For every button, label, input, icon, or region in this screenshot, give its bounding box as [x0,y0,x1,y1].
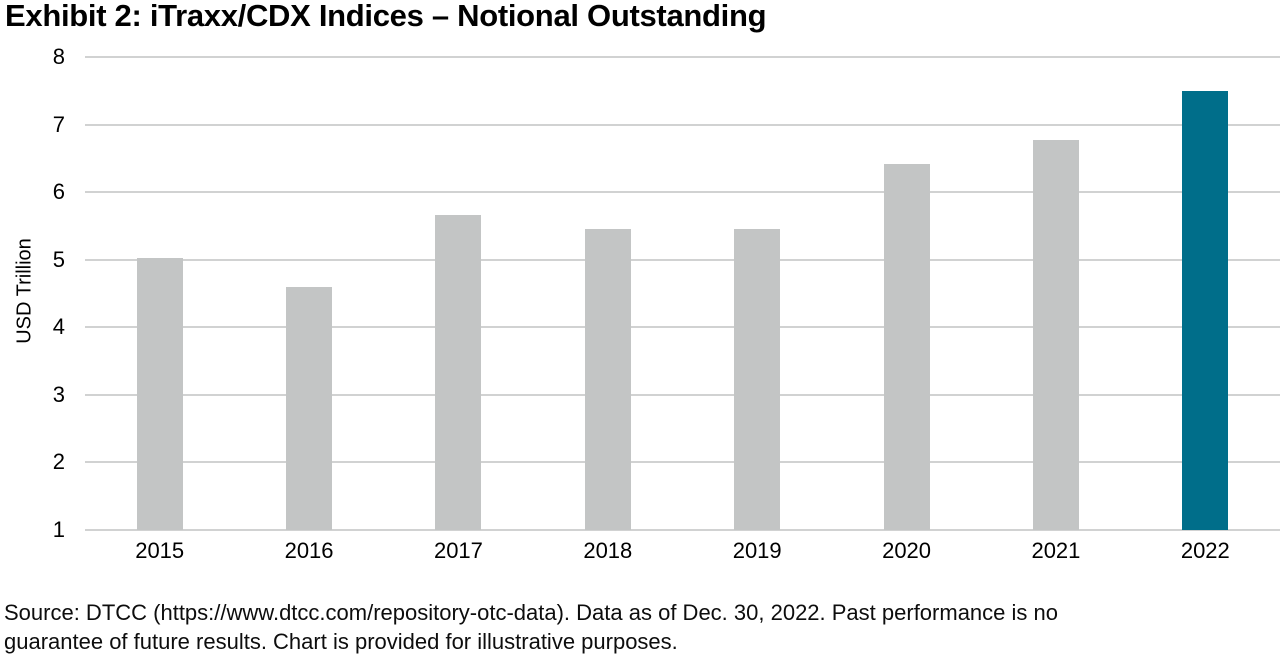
bar-2019 [734,228,781,530]
y-tick-label-4: 4 [52,314,65,340]
bar-2022 [1182,90,1229,530]
plot-area [85,56,1280,531]
chart-title: Exhibit 2: iTraxx/CDX Indices – Notional… [5,0,767,33]
y-tick-label-3: 3 [52,381,65,407]
x-tick-label-2021: 2021 [1031,538,1081,563]
gridline-5 [85,258,1280,261]
y-tick-label-2: 2 [52,449,65,475]
y-tick-label-7: 7 [52,111,65,137]
gridline-8 [85,56,1280,58]
source-note: Source: DTCC (https://www.dtcc.com/repos… [4,598,1274,656]
gridline-3 [85,393,1280,396]
x-tick-label-2017: 2017 [433,538,483,563]
bar-2021 [1032,140,1079,530]
gridline-2 [85,461,1280,464]
x-tick-label-2016: 2016 [284,538,334,563]
bar-2020 [883,164,930,530]
x-tick-label-2022: 2022 [1180,538,1230,563]
x-axis: 2015 2016 2017 2018 2019 2020 2021 2022 [0,537,1288,567]
x-tick-label-2020: 2020 [882,538,932,563]
bar-2018 [584,228,631,530]
y-tick-label-5: 5 [52,246,65,272]
gridline-1 [85,529,1280,531]
source-note-line1: Source: DTCC (https://www.dtcc.com/repos… [4,600,1058,625]
y-tick-label-6: 6 [52,179,65,205]
y-tick-label-8: 8 [52,44,65,69]
y-axis: 1 2 3 4 5 6 7 8 [0,44,65,542]
gridline-4 [85,326,1280,329]
x-tick-label-2018: 2018 [583,538,633,563]
bar-2017 [435,215,482,530]
bar-2015 [136,258,183,530]
bar-2016 [286,286,333,530]
gridline-7 [85,123,1280,126]
x-tick-label-2015: 2015 [135,538,185,563]
x-tick-label-2019: 2019 [732,538,782,563]
y-tick-label-1: 1 [52,517,65,542]
source-note-line2: guarantee of future results. Chart is pr… [4,629,678,654]
gridline-6 [85,191,1280,194]
